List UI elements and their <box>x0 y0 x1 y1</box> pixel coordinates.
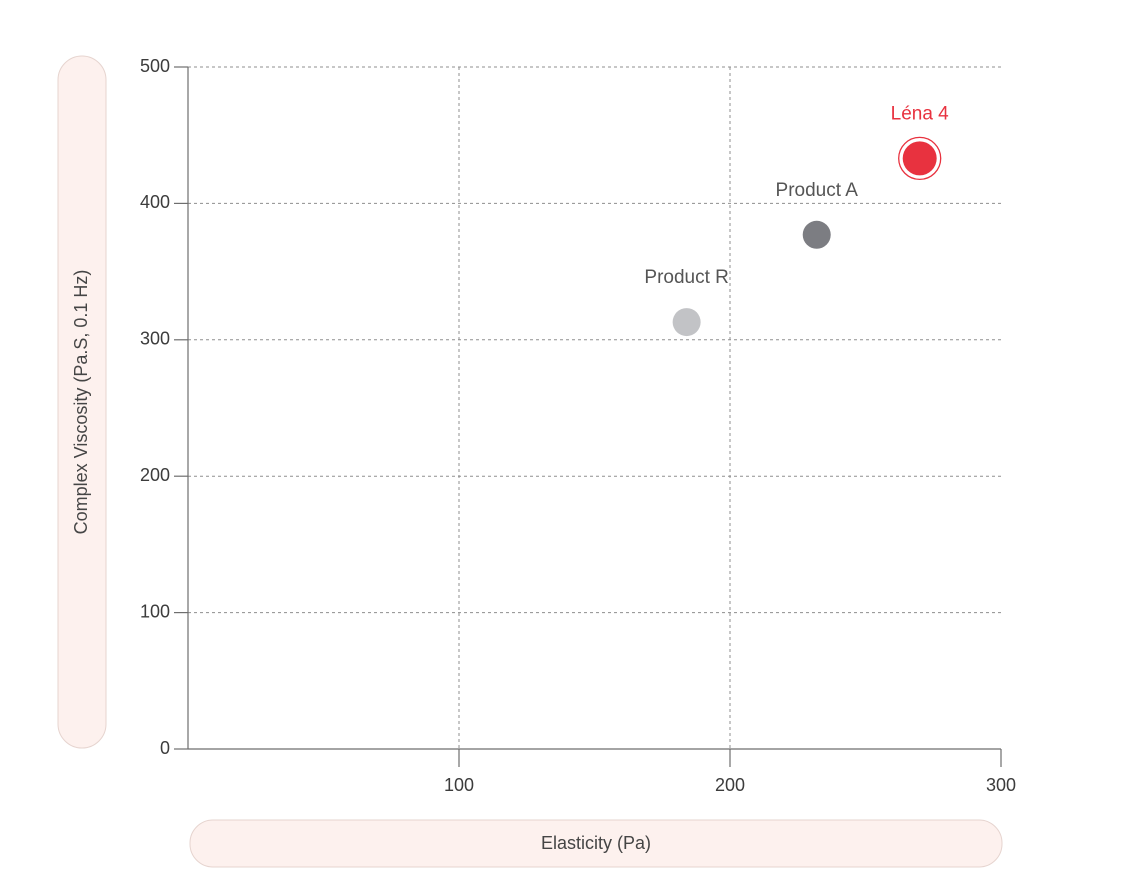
x-tick-label: 200 <box>715 775 745 795</box>
data-label-lena-4: Léna 4 <box>891 103 950 124</box>
y-tick-label: 500 <box>140 56 170 76</box>
x-tick-label: 300 <box>986 775 1016 795</box>
y-tick-label: 300 <box>140 329 170 349</box>
grid-layer <box>188 66 1001 749</box>
y-axis-title-pill <box>57 55 107 749</box>
y-tick-label: 400 <box>140 192 170 212</box>
data-label-product-r: Product R <box>644 267 728 288</box>
y-tick-label: 0 <box>160 738 170 758</box>
y-tick-label: 200 <box>140 465 170 485</box>
data-point-lena-4 <box>902 141 937 176</box>
y-tick-label: 100 <box>140 601 170 621</box>
data-point-product-r <box>672 308 701 337</box>
data-point-layer: Product R Product A Léna 4 <box>644 103 950 337</box>
data-label-product-a: Product A <box>776 180 859 201</box>
axis-layer <box>174 66 1002 767</box>
x-axis-title-pill <box>189 819 1003 868</box>
y-axis-title: Complex Viscosity (Pa.S, 0.1 Hz) <box>71 270 91 535</box>
x-tick-label: 100 <box>444 775 474 795</box>
tick-label-layer: 0 100 200 300 400 500 100 200 300 <box>140 56 1016 795</box>
x-axis-title: Elasticity (Pa) <box>541 833 651 853</box>
data-point-ring-lena-4 <box>898 136 942 181</box>
data-point-product-a <box>802 220 831 249</box>
